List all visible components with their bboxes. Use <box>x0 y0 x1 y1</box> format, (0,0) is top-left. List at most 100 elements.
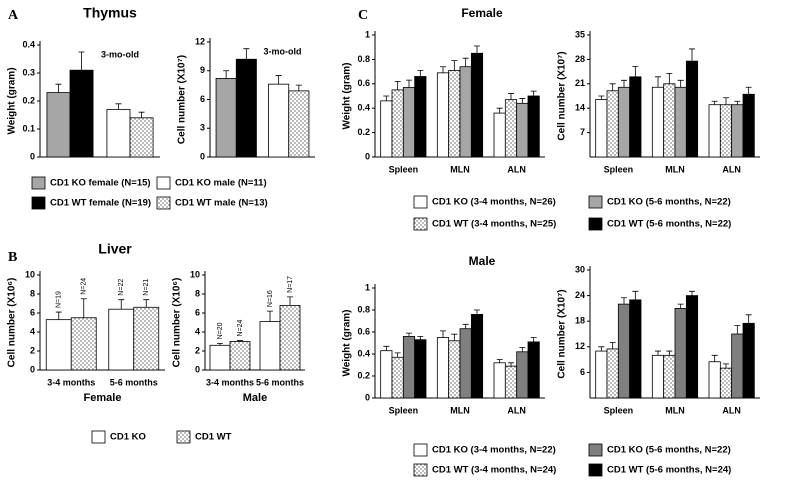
bar <box>46 92 71 158</box>
legend-label: CD1 WT female (N=19) <box>50 198 151 209</box>
legend-swatch <box>588 195 603 209</box>
y-tick-label: 10 <box>25 269 35 279</box>
bar <box>663 354 676 399</box>
n-label: N=21 <box>143 279 150 296</box>
panel-title: Thymus <box>83 5 137 21</box>
bar <box>731 104 744 158</box>
error-bar <box>275 75 282 85</box>
legend-swatch <box>413 463 428 477</box>
x-tick-label: 3-4 months <box>47 377 95 387</box>
bar <box>719 104 733 158</box>
error-bar <box>440 66 446 73</box>
bar <box>448 340 461 399</box>
error-bar <box>115 103 122 110</box>
error-bar <box>689 290 695 296</box>
y-axis-label: Weight (gram) <box>342 62 353 129</box>
bar <box>133 306 160 371</box>
error-bar <box>406 332 412 337</box>
error-bar <box>462 323 469 329</box>
bar <box>380 100 393 158</box>
bar <box>402 87 416 158</box>
bar <box>459 328 472 399</box>
legend-label: CD1 WT (3-4 months, N=24) <box>432 465 556 476</box>
error-bar <box>598 346 605 352</box>
bar <box>674 86 687 158</box>
error-bar <box>598 95 605 100</box>
bar <box>651 86 665 158</box>
error-bar <box>138 111 145 118</box>
bar <box>742 322 755 399</box>
y-tick-label: 0.2 <box>22 95 35 105</box>
n-label: N=16 <box>267 290 274 307</box>
y-tick-label: 18 <box>575 316 585 326</box>
y-tick-label: 0 <box>365 392 370 402</box>
y-tick-label: 0 <box>30 151 35 161</box>
y-tick-label: 0.4 <box>357 348 370 358</box>
legend-swatch <box>413 195 428 209</box>
error-bar <box>243 48 250 60</box>
legend-label: CD1 KO (3-4 months, N=22) <box>432 445 556 456</box>
error-bar <box>217 343 223 346</box>
error-bar <box>451 60 458 71</box>
bar <box>229 341 251 371</box>
legend-label: CD1 KO (3-4 months, N=26) <box>432 197 556 208</box>
annotation: 3-mo-old <box>101 49 139 59</box>
y-tick-label: 0.3 <box>22 67 35 77</box>
y-tick-label: 0.1 <box>22 123 35 133</box>
y-axis-label: Cell number (X10⁷) <box>557 51 568 140</box>
bar <box>493 362 506 399</box>
error-bar <box>394 352 401 358</box>
y-tick-label: 0 <box>200 151 205 161</box>
y-tick-label: 0.8 <box>357 54 370 64</box>
error-bar <box>677 79 684 88</box>
error-bar <box>417 69 424 77</box>
error-bar <box>394 80 401 90</box>
error-bar <box>655 76 661 88</box>
n-label: N=17 <box>287 276 294 293</box>
bar <box>516 351 529 399</box>
y-tick-label: 0 <box>365 151 370 161</box>
y-tick-label: 1 <box>365 282 370 292</box>
error-bar <box>462 57 469 67</box>
error-bar <box>383 345 390 351</box>
bar <box>215 78 237 158</box>
error-bar <box>267 310 273 322</box>
y-tick-label: 3 <box>200 123 205 133</box>
error-bar <box>508 93 514 100</box>
bar <box>279 304 301 371</box>
bar <box>629 299 642 399</box>
error-bar <box>406 79 412 88</box>
error-bar <box>55 311 62 320</box>
x-tick-label: MLN <box>665 405 685 415</box>
error-bar <box>655 350 661 356</box>
x-tick-label: ALN <box>722 164 741 174</box>
y-tick-label: 35 <box>575 29 585 39</box>
error-bar <box>734 100 741 105</box>
y-tick-label: 0.4 <box>22 39 35 49</box>
bar <box>617 86 631 158</box>
y-tick-label: 30 <box>575 264 585 274</box>
panel-letter: B <box>8 250 17 265</box>
y-tick-label: 14 <box>575 103 585 113</box>
y-axis-label: Cell number (X10⁷) <box>557 289 568 378</box>
bar <box>663 83 676 158</box>
bar <box>459 66 472 158</box>
y-tick-label: 6 <box>200 94 205 104</box>
x-tick-label: 3-4 months <box>206 377 254 387</box>
legend-label: CD1 KO <box>110 432 146 443</box>
y-tick-label: 12 <box>575 341 585 351</box>
error-bar <box>474 309 480 315</box>
bar <box>436 72 450 158</box>
x-axis-label: Female <box>84 392 122 404</box>
x-tick-label: Spleen <box>389 164 419 174</box>
error-bar <box>609 342 616 349</box>
bar <box>685 60 699 158</box>
y-tick-label: 12 <box>195 36 205 46</box>
error-bar <box>80 298 87 318</box>
error-bar <box>677 303 684 309</box>
bar <box>106 109 131 158</box>
error-bar <box>143 299 150 308</box>
bar <box>414 76 427 158</box>
n-label: N=20 <box>217 322 224 339</box>
legend-swatch <box>413 217 428 231</box>
